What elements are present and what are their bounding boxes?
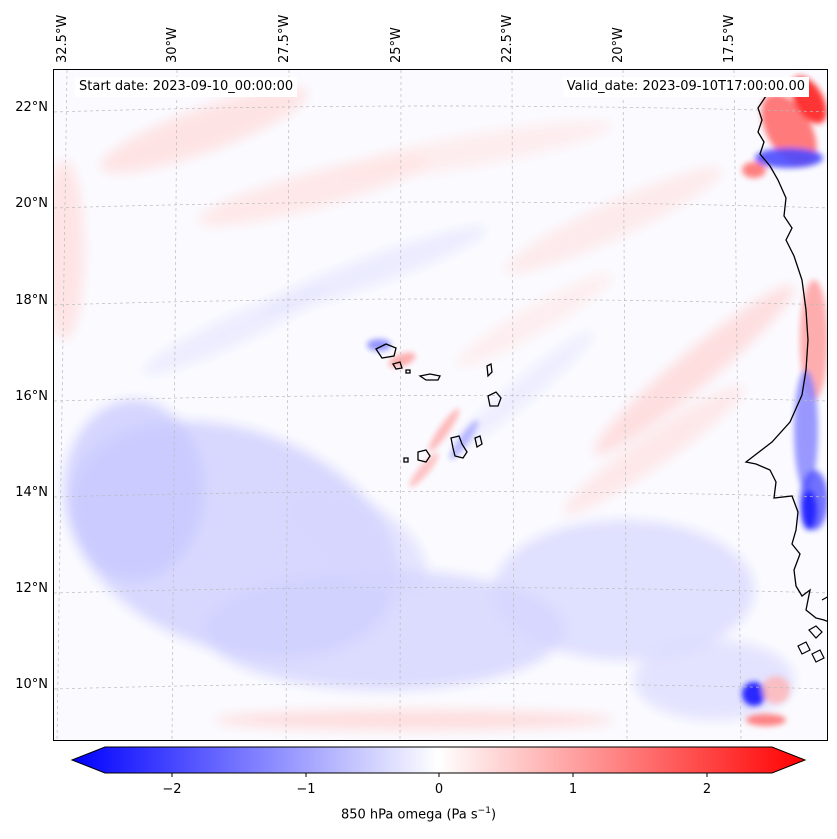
island-fogo	[417, 449, 431, 463]
cbar-tick-minus-2: −2	[162, 782, 181, 797]
latitude-labels: 22°N 20°N 18°N 16°N 14°N 12°N 10°N	[15, 100, 48, 692]
lon-label-22-5w: 22.5°W	[500, 15, 515, 63]
valid-date-label: Valid_date: 2023-09-10T17:00:00.00	[562, 77, 809, 97]
lon-label-25w: 25°W	[389, 27, 404, 63]
gridlines	[54, 70, 827, 740]
map-panel[interactable]	[53, 69, 828, 741]
island-santiago	[450, 435, 468, 459]
lon-label-27-5w: 27.5°W	[277, 15, 292, 63]
coastline-bissau-islands	[797, 596, 827, 663]
omega-shading	[54, 87, 795, 730]
omega-field-map	[54, 70, 827, 740]
lat-label-10n: 10°N	[15, 677, 48, 692]
cbar-tick-minus-1: −1	[296, 782, 315, 797]
island-santo-antao	[375, 343, 397, 359]
cbar-tick-0: 0	[435, 782, 443, 797]
lon-label-17-5w: 17.5°W	[722, 15, 737, 63]
lat-label-12n: 12°N	[15, 581, 48, 596]
longitude-labels: 32.5°W 30°W 27.5°W 25°W 22.5°W 20°W 17.5…	[55, 15, 737, 63]
lat-label-20n: 20°N	[15, 196, 48, 211]
island-sao-vicente	[392, 361, 403, 370]
lon-label-20w: 20°W	[611, 27, 626, 63]
lon-label-30w: 30°W	[165, 27, 180, 63]
cbar-tick-2: 2	[703, 782, 711, 797]
coastline-africa	[744, 95, 827, 622]
colorbar: −2 −1 0 1 2	[70, 746, 807, 797]
island-santa-luzia	[405, 369, 411, 374]
island-sal	[486, 363, 493, 378]
colorbar-title: 850 hPa omega (Pa s−1)	[0, 806, 837, 822]
lat-label-16n: 16°N	[15, 389, 48, 404]
coastal-features	[367, 76, 827, 726]
lat-label-18n: 18°N	[15, 293, 48, 308]
colorbar-title-text: 850 hPa omega (Pa s	[340, 807, 478, 823]
island-boa-vista	[487, 391, 502, 407]
island-brava	[403, 457, 409, 463]
cbar-tick-1: 1	[569, 782, 577, 797]
lat-label-14n: 14°N	[15, 485, 48, 500]
lat-label-22n: 22°N	[15, 100, 48, 115]
lon-label-32-5w: 32.5°W	[55, 15, 70, 63]
start-date-label: Start date: 2023-09-10_00:00:00	[75, 77, 298, 97]
colorbar-title-close: )	[490, 807, 497, 823]
colorbar-ticks	[171, 773, 708, 777]
island-sao-nicolau	[418, 373, 441, 381]
island-maio	[474, 435, 483, 449]
colorbar-body	[70, 746, 807, 774]
colorbar-title-exponent: −1	[477, 806, 491, 816]
cape-verde-islands	[375, 343, 502, 463]
